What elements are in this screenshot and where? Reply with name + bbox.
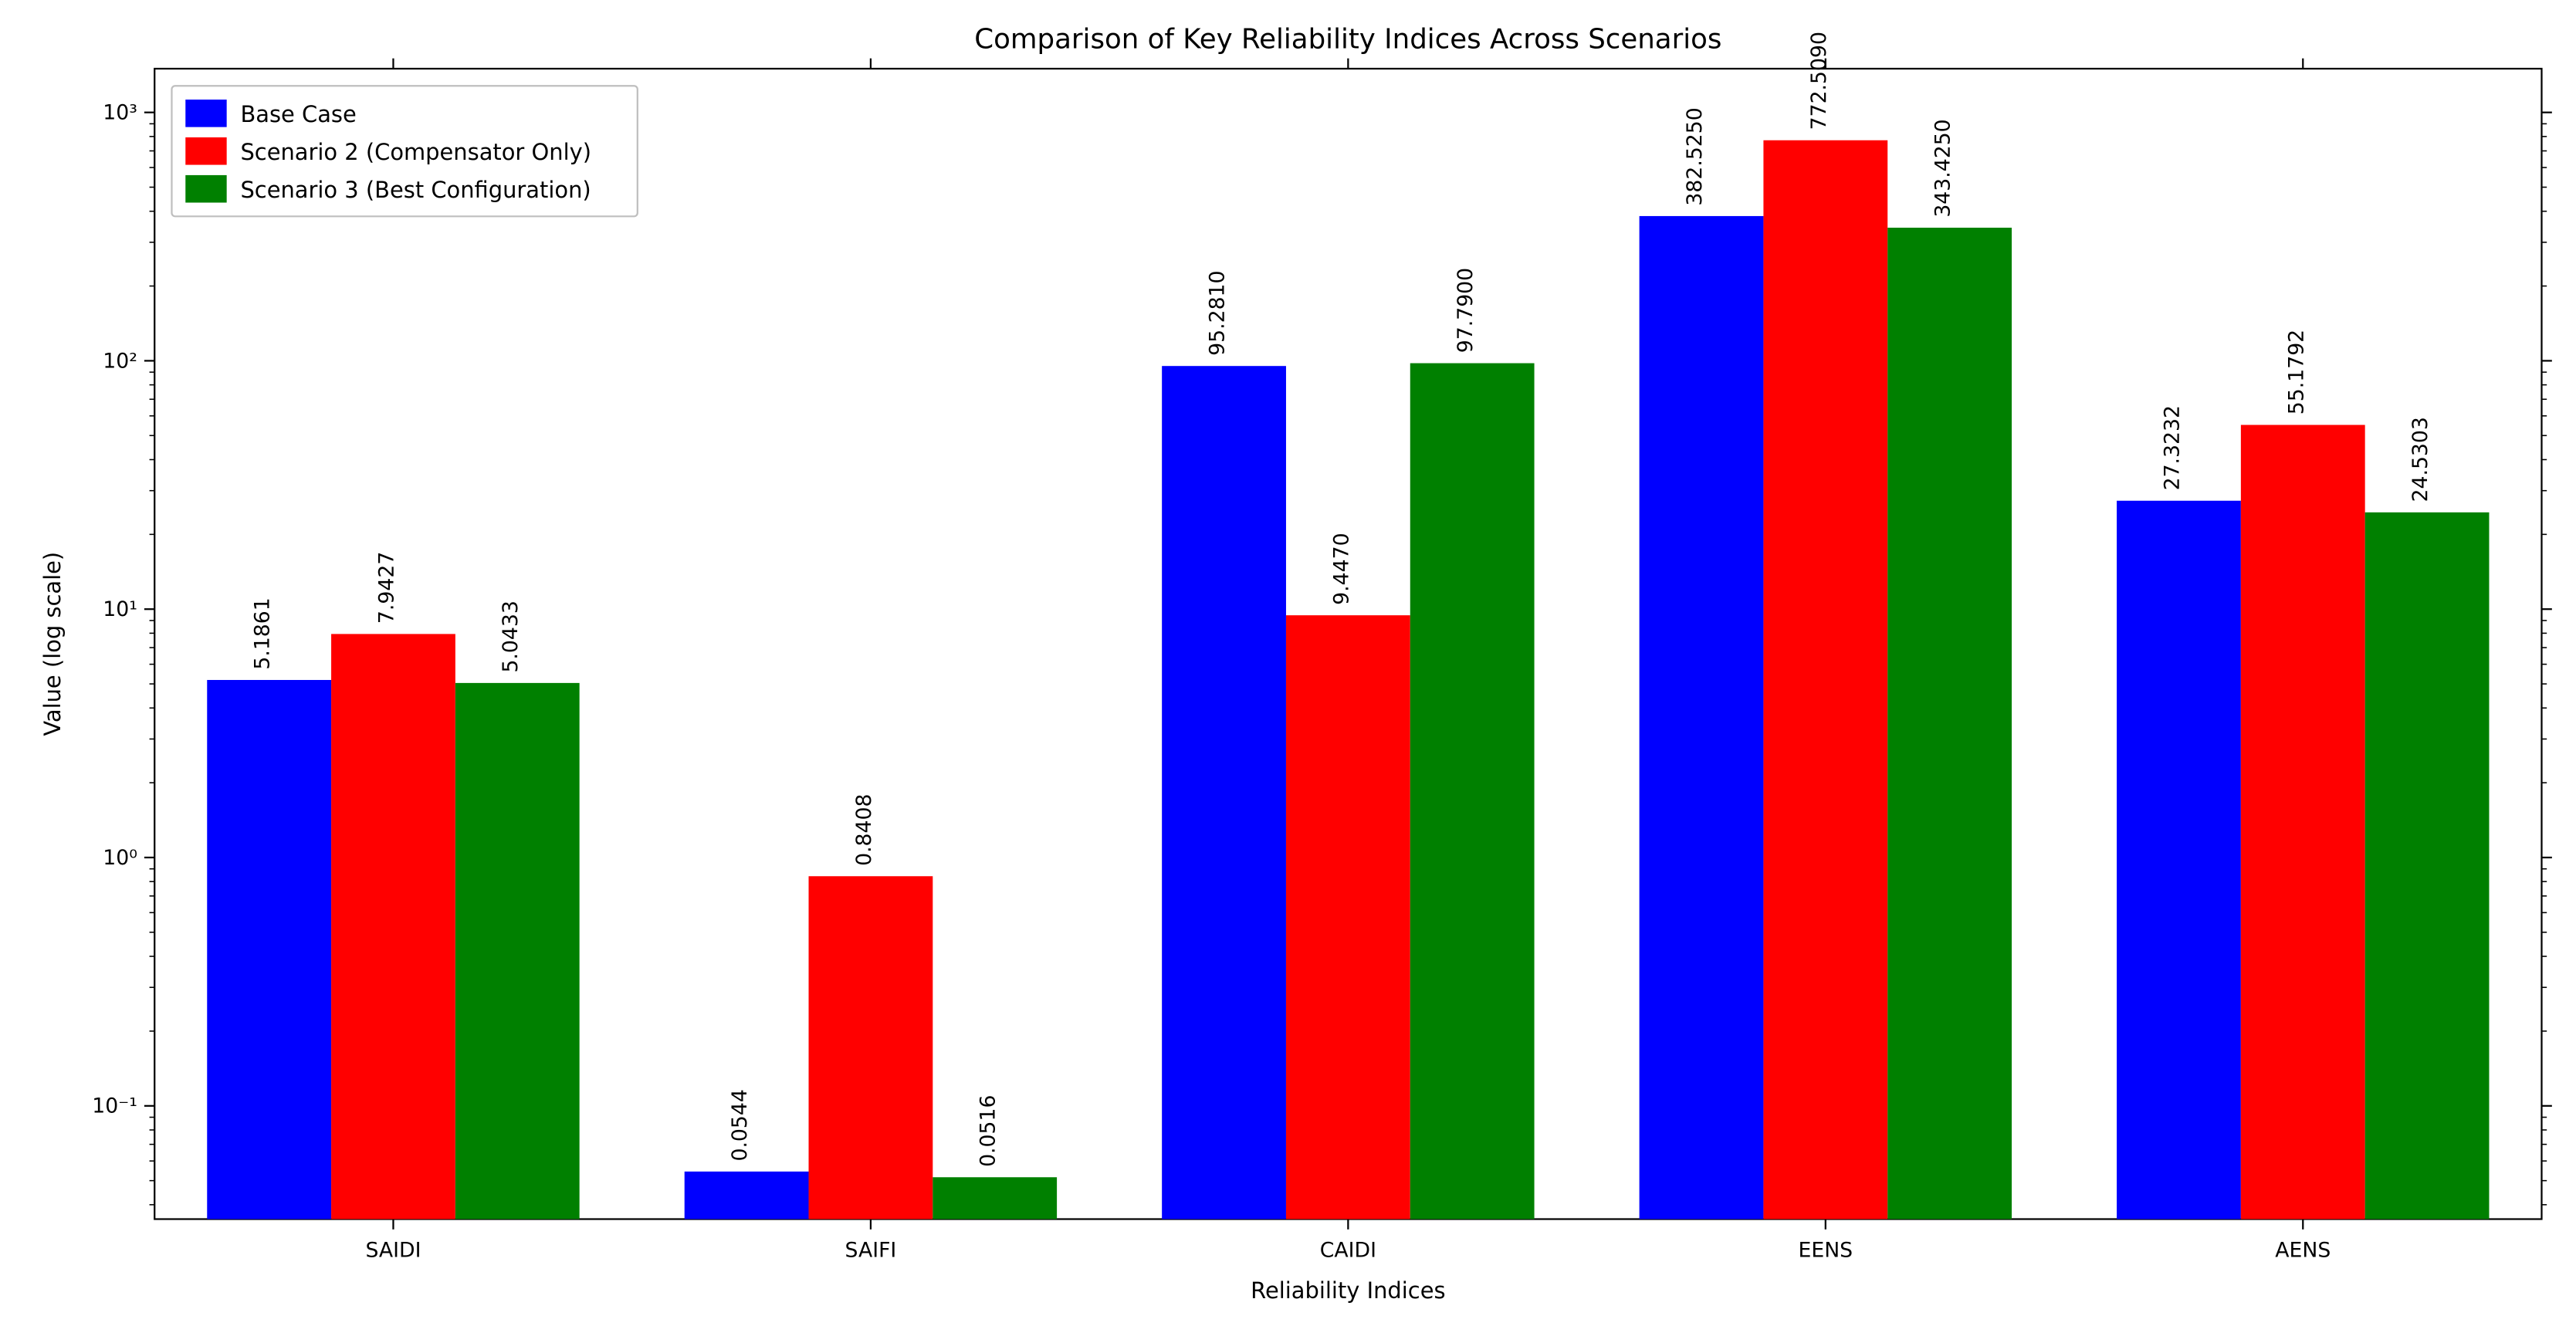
bar-value-label: 0.0516: [977, 1095, 1000, 1167]
y-tick-label: 10⁰: [103, 846, 137, 870]
x-tick-label: CAIDI: [1320, 1238, 1376, 1262]
y-tick-label: 10²: [103, 349, 137, 373]
bar: [455, 683, 580, 1219]
bar-value-label: 9.4470: [1329, 533, 1353, 604]
bar: [1887, 228, 2012, 1219]
bar: [1640, 216, 1764, 1219]
chart-container: 10⁻¹ 10⁰ 10¹ 10² 10³ SAIDI SAIFI CAIDI EENS AENS 5…: [0, 0, 2576, 1322]
bar: [685, 1172, 809, 1219]
x-tick-label: AENS: [2275, 1238, 2331, 1262]
bar: [933, 1177, 1057, 1219]
legend-label: Scenario 3 (Best Configuration): [240, 177, 591, 203]
bar: [2241, 425, 2365, 1219]
y-axis-label: Value (log scale): [39, 552, 66, 736]
bar-value-label: 97.7900: [1454, 268, 1478, 353]
bar: [1410, 364, 1535, 1219]
bar: [2117, 501, 2241, 1219]
legend-swatch: [185, 175, 226, 203]
y-tick-label: 10⁻¹: [92, 1094, 137, 1118]
bar-value-label: 7.9427: [374, 552, 398, 624]
bar-value-label: 24.5303: [2408, 417, 2432, 502]
legend-label: Base Case: [240, 101, 356, 127]
legend-label: Scenario 2 (Compensator Only): [240, 139, 591, 165]
bar: [207, 680, 331, 1219]
bar: [1763, 140, 1887, 1219]
bar-value-label: 5.0433: [499, 600, 523, 672]
bar-value-label: 0.0544: [728, 1089, 752, 1161]
bar-value-label: 55.1792: [2284, 330, 2308, 414]
bar-value-label: 5.1861: [251, 597, 275, 669]
bar-value-label: 95.2810: [1206, 270, 1230, 355]
legend-swatch: [185, 100, 226, 127]
bar: [1286, 615, 1410, 1219]
x-tick-label: SAIFI: [845, 1238, 897, 1262]
legend-swatch: [185, 137, 226, 165]
bar: [1162, 366, 1286, 1219]
y-tick-label: 10³: [103, 101, 137, 125]
bar-value-label: 382.5250: [1683, 107, 1707, 205]
x-tick-label: EENS: [1798, 1238, 1853, 1262]
bar: [331, 634, 455, 1219]
bar-value-label: 0.8408: [852, 794, 876, 866]
y-tick-label: 10¹: [103, 597, 137, 621]
chart-title: Comparison of Key Reliability Indices Ac…: [974, 23, 1721, 55]
bar-value-label: 27.3232: [2160, 405, 2184, 490]
bar: [809, 876, 933, 1219]
bar-chart: 10⁻¹ 10⁰ 10¹ 10² 10³ SAIDI SAIFI CAIDI EENS AENS 5…: [0, 0, 2576, 1322]
x-axis-label: Reliability Indices: [1251, 1277, 1445, 1304]
x-tick-label: SAIDI: [365, 1238, 421, 1262]
bar: [2365, 512, 2490, 1219]
bar-value-label: 343.4250: [1931, 119, 1955, 217]
bar-value-label: 772.5090: [1807, 32, 1831, 130]
